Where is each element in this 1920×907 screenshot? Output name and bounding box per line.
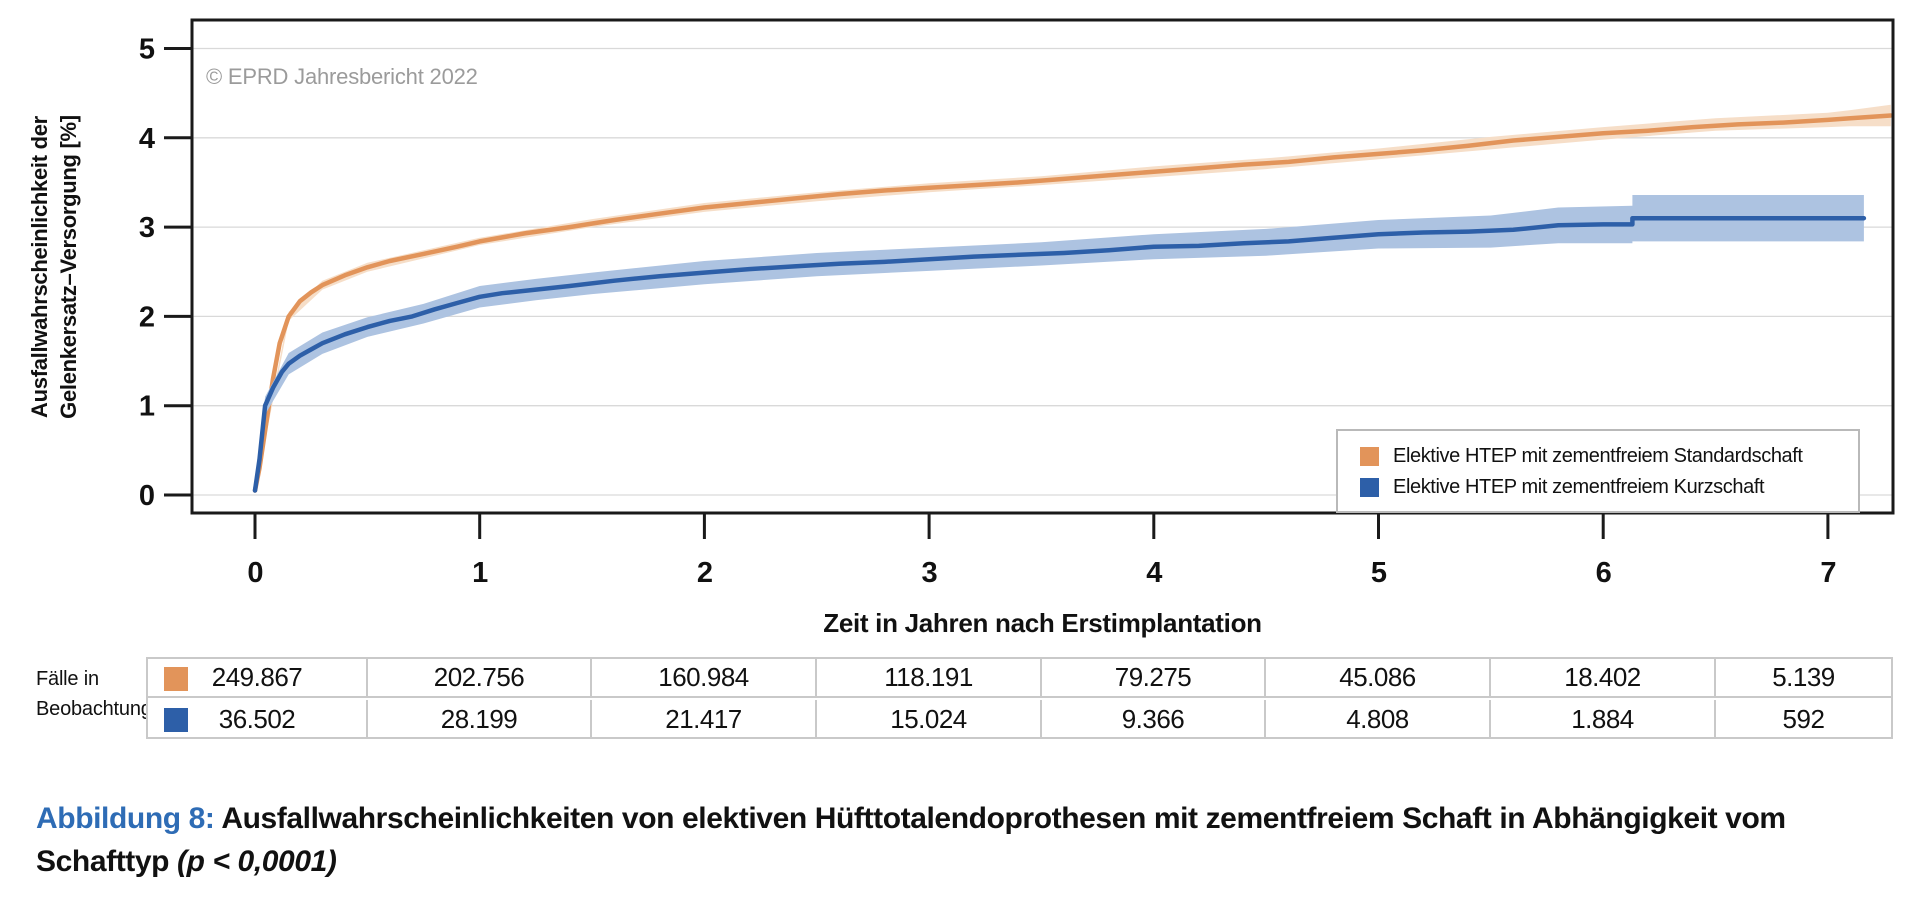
y-tick-label: 1 <box>139 391 155 423</box>
caption-label: Abbildung 8: <box>36 802 215 835</box>
legend-item-kurzschaft: Elektive HTEP mit zementfreiem Kurzschaf… <box>1360 472 1858 503</box>
copyright-note: © EPRD Jahresbericht 2022 <box>206 64 478 89</box>
y-tick-label: 4 <box>139 123 155 155</box>
risk-table-row-kurzschaft: 36.502 28.199 21.417 15.024 9.366 4.808 1.884 5… <box>148 700 1891 739</box>
plot-frame <box>190 18 1895 515</box>
y-tick-label: 0 <box>139 480 154 512</box>
risk-count-cell: 160.984 <box>592 659 817 696</box>
legend-label-kurzschaft: Elektive HTEP mit zementfreiem Kurzschaf… <box>1393 476 1765 498</box>
x-tick-label: 2 <box>697 557 712 589</box>
x-tick-label: 5 <box>1371 557 1387 589</box>
confidence-band <box>255 104 1891 493</box>
y-axis-title-line1: Ausfallwahrscheinlichkeit der <box>27 116 52 418</box>
x-tick-label: 3 <box>922 557 938 589</box>
y-tick-label: 2 <box>139 301 154 333</box>
risk-table-row-header: Fälle in Beobachtung <box>36 664 152 724</box>
axis-ticks <box>164 47 1830 539</box>
survival-curve <box>252 215 1867 493</box>
standardschaft-color-swatch <box>1360 447 1379 466</box>
figure-caption: Abbildung 8: Ausfallwahrscheinlichkeiten… <box>36 797 1836 883</box>
axis-tick-labels: 0 1 2 3 4 5 0 1 2 3 4 5 6 7 <box>139 34 1837 590</box>
series-kurzschaft <box>252 195 1867 493</box>
risk-count-cell: 118.191 <box>817 659 1042 696</box>
risk-count-cell: 15.024 <box>817 700 1042 739</box>
risk-count-cell: 18.402 <box>1491 659 1716 696</box>
risk-count-cell: 21.417 <box>592 700 817 739</box>
risk-count-cell: 79.275 <box>1042 659 1266 696</box>
risk-count-cell: 4.808 <box>1266 700 1491 739</box>
risk-count-cell: 1.884 <box>1491 700 1716 739</box>
survival-chart: 0 1 2 3 4 5 0 1 2 3 4 5 6 7 <box>139 18 1895 590</box>
x-tick-label: 0 <box>247 557 262 589</box>
y-axis-title-line2: Gelenkersatz–Versorgung [%] <box>56 115 81 419</box>
risk-header-line2: Beobachtung <box>36 698 152 720</box>
caption-pvalue: (p < 0,0001) <box>177 845 337 878</box>
kurzschaft-row-swatch <box>164 708 188 732</box>
y-tick-label: 5 <box>139 34 155 66</box>
risk-count-cell: 249.867 <box>148 659 368 696</box>
risk-count-cell: 592 <box>1782 704 1825 734</box>
y-axis-title: Ausfallwahrscheinlichkeit der Gelenkersa… <box>25 102 85 432</box>
x-tick-label: 7 <box>1820 557 1835 589</box>
caption-text: Ausfallwahrscheinlichkeiten von elektive… <box>36 802 1786 878</box>
risk-table-row-standardschaft: 249.867 202.756 160.984 118.191 79.275 45.086… <box>148 659 1891 698</box>
risk-count-cell: 202.756 <box>368 659 592 696</box>
risk-count-cell: 9.366 <box>1042 700 1266 739</box>
chart-legend: Elektive HTEP mit zementfreiem Standards… <box>1336 429 1860 513</box>
x-tick-label: 1 <box>472 557 488 589</box>
risk-count-cell: 36.502 <box>148 700 368 739</box>
risk-count-cell: 5.139 <box>1772 662 1835 692</box>
y-tick-label: 3 <box>139 212 155 244</box>
x-axis-title: Zeit in Jahren nach Erstimplantation <box>823 608 1262 638</box>
plot-area <box>252 104 1892 493</box>
cases-at-risk-table: 249.867 202.756 160.984 118.191 79.275 45.086… <box>146 657 1893 739</box>
standardschaft-row-swatch <box>164 667 188 691</box>
x-tick-label: 4 <box>1146 557 1162 589</box>
kurzschaft-color-swatch <box>1360 478 1379 497</box>
risk-count-cell: 28.199 <box>368 700 592 739</box>
risk-count-cell: 45.086 <box>1266 659 1491 696</box>
x-tick-label: 6 <box>1596 557 1612 589</box>
survival-curve <box>252 113 1892 493</box>
confidence-band <box>255 195 1864 493</box>
risk-header-line1: Fälle in <box>36 668 99 690</box>
series-standardschaft <box>252 104 1892 493</box>
legend-item-standardschaft: Elektive HTEP mit zementfreiem Standards… <box>1360 441 1858 472</box>
legend-label-standardschaft: Elektive HTEP mit zementfreiem Standards… <box>1393 445 1803 467</box>
